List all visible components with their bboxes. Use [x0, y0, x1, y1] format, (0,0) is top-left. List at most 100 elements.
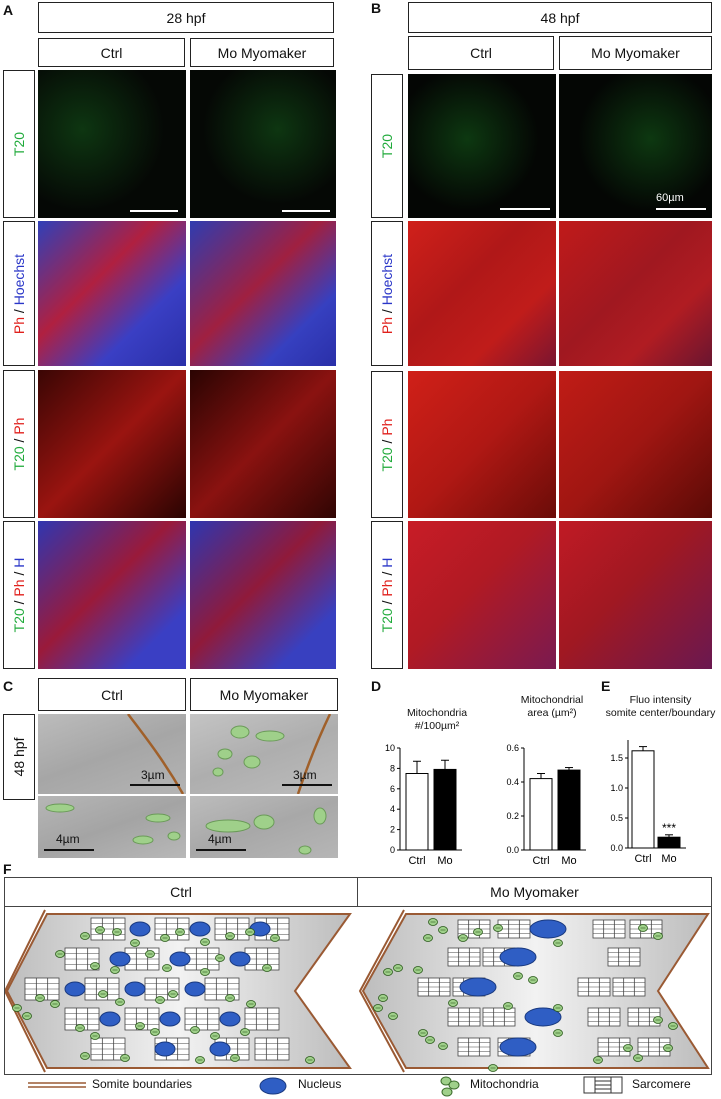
em-image-mo-1: 3µm — [190, 714, 338, 794]
legend-sarcomere-swatch — [583, 1076, 623, 1094]
sarcomere — [607, 947, 641, 967]
sarcomere — [244, 947, 280, 971]
mitochondrion — [638, 924, 648, 932]
micrograph-b-merge-mo — [559, 521, 712, 669]
mitochondrion — [378, 994, 388, 1002]
sarcomere — [154, 917, 190, 941]
mitochondrion — [553, 1004, 563, 1012]
mitochondrion — [423, 934, 433, 942]
condition-header-b-ctrl: Ctrl — [408, 36, 554, 70]
y-tick-label: 1.5 — [610, 753, 623, 763]
panel-label-b: B — [371, 0, 382, 16]
micrograph-a-merge-ctrl — [38, 521, 186, 669]
somite-schematic-mo — [358, 909, 710, 1073]
nucleus — [529, 919, 567, 939]
mitochondrion — [175, 928, 185, 936]
row-label-b-t20-ph-h: T20 / Ph / H — [371, 521, 403, 669]
nucleus — [524, 1007, 562, 1027]
legend-nucleus-swatch — [259, 1077, 287, 1095]
nucleus — [129, 921, 151, 937]
mitochondrion — [230, 1054, 240, 1062]
mitochondrion — [130, 939, 140, 947]
condition-header-c-mo: Mo Myomaker — [190, 678, 338, 711]
x-tick-label: Ctrl — [408, 855, 425, 867]
sarcomere — [577, 977, 611, 997]
schematic-header-mo: Mo Myomaker — [357, 877, 712, 907]
condition-header-a-mo: Mo Myomaker — [190, 38, 334, 67]
sarcomere — [84, 977, 120, 1001]
mitochondrion — [50, 1000, 60, 1008]
schematic-header-ctrl: Ctrl — [4, 877, 358, 907]
mitochondrion — [503, 1002, 513, 1010]
micrograph-b-t20-mo: 60µm — [559, 74, 712, 218]
nucleus — [159, 1011, 181, 1027]
mitochondrion — [493, 924, 503, 932]
sarcomere — [587, 1007, 621, 1027]
row-label-a-t20-ph-h: T20 / Ph / H — [3, 521, 35, 669]
timepoint-header-a: 28 hpf — [38, 2, 334, 33]
mitochondrion — [90, 1032, 100, 1040]
sarcomere — [627, 1007, 661, 1027]
mitochondrion — [190, 1026, 200, 1034]
mitochondrion — [383, 968, 393, 976]
sarcomere — [184, 947, 220, 971]
mitochondrion — [388, 1012, 398, 1020]
mitochondrion — [112, 928, 122, 936]
scale-bar-label: 60µm — [656, 192, 684, 204]
y-tick-label: 0.6 — [506, 743, 519, 753]
x-tick-label: Mo — [661, 853, 676, 865]
micrograph-a-t20-ph-mo — [190, 370, 336, 518]
bar-mo — [557, 769, 581, 851]
mitochondrion — [245, 928, 255, 936]
nucleus — [154, 1041, 176, 1057]
nucleus — [64, 981, 86, 997]
y-tick-label: 0.2 — [506, 811, 519, 821]
x-tick-label: Mo — [437, 855, 452, 867]
x-tick-label: Ctrl — [634, 853, 651, 865]
bar-ctrl — [405, 773, 429, 851]
nucleus — [499, 947, 537, 967]
legend-mito: Mitochondria — [470, 1077, 539, 1091]
mitochondrion — [663, 1044, 673, 1052]
y-tick-label: 2 — [390, 825, 395, 835]
chart-title-d2: Mitochondrial area (µm²) — [520, 694, 584, 719]
mitochondrion — [22, 1012, 32, 1020]
mitochondrion — [553, 1029, 563, 1037]
mitochondrion — [135, 1022, 145, 1030]
nucleus — [219, 1011, 241, 1027]
nucleus — [459, 977, 497, 997]
mitochondrion — [225, 994, 235, 1002]
nucleus — [184, 981, 206, 997]
panel-label-c: C — [3, 678, 14, 694]
bar-mo — [657, 836, 681, 849]
mitochondrion — [90, 962, 100, 970]
panel-label-f: F — [3, 861, 12, 877]
row-label-a-t20-ph: T20 / Ph — [3, 370, 35, 518]
mitochondrion — [120, 1054, 130, 1062]
mitochondrion — [668, 1022, 678, 1030]
micrograph-b-t20-ph-ctrl — [408, 371, 556, 518]
timepoint-header-b: 48 hpf — [408, 2, 712, 33]
sarcomere — [417, 977, 451, 997]
mitochondrion — [210, 1032, 220, 1040]
sarcomere — [447, 947, 481, 967]
mitochondrion — [438, 926, 448, 934]
chart-mito-count: 0 2 4 6 8 10 Ctrl Mo — [385, 743, 462, 867]
mitochondrion — [262, 964, 272, 972]
somite-schematic-ctrl — [5, 909, 352, 1073]
sarcomere — [482, 1007, 516, 1027]
y-tick-label: 0 — [390, 845, 395, 855]
legend-boundaries: Somite boundaries — [92, 1077, 193, 1091]
row-label-b-t20: T20 — [371, 74, 403, 218]
em-image-ctrl-1: 3µm — [38, 714, 186, 794]
nucleus — [229, 951, 251, 967]
mitochondrion — [95, 926, 105, 934]
mitochondrion — [270, 934, 280, 942]
sarcomere — [497, 919, 531, 939]
panel-label-d: D — [371, 678, 382, 694]
mitochondrion — [448, 999, 458, 1007]
mitochondrion — [393, 964, 403, 972]
micrograph-b-t20-ctrl — [408, 74, 556, 218]
mitochondrion — [98, 990, 108, 998]
mitochondrion — [473, 928, 483, 936]
